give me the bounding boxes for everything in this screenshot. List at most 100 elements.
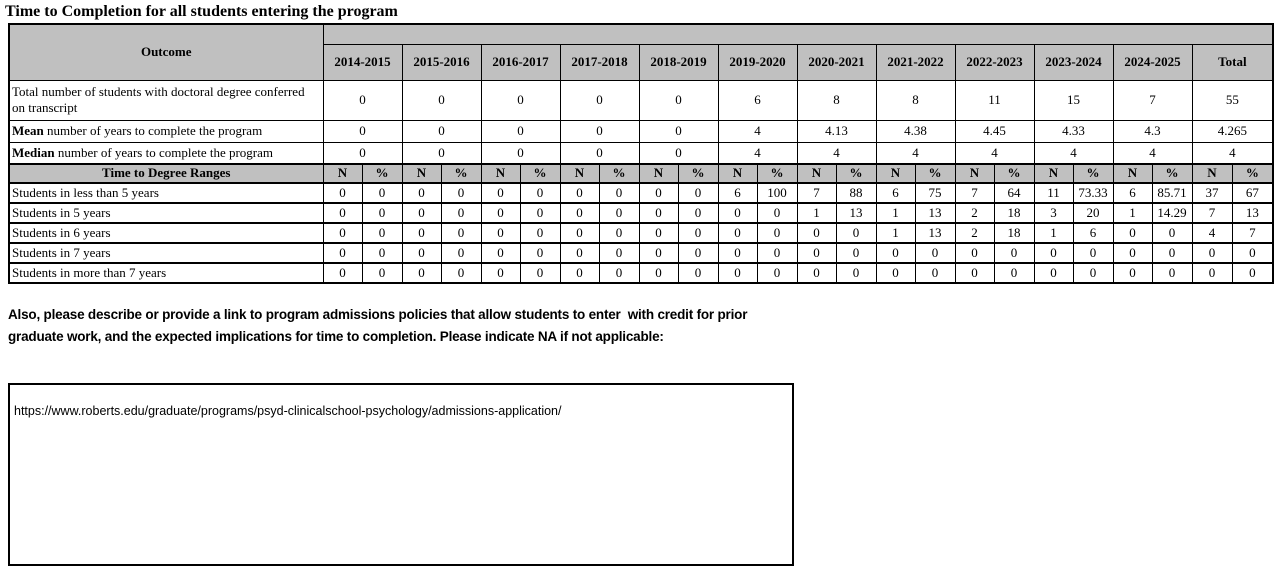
n-value-cell: 0	[717, 262, 758, 284]
summary-value-cell: 0	[638, 79, 719, 121]
range-row-label: Students in more than 7 years	[8, 262, 324, 284]
year-header: 2020-2021	[796, 43, 877, 81]
n-value-cell: 0	[1112, 262, 1153, 284]
header-strip-cell	[322, 23, 1274, 45]
pct-value-cell: 13	[914, 202, 956, 224]
pct-column-header: %	[1231, 163, 1274, 184]
n-column-header: N	[480, 163, 521, 184]
n-value-cell: 0	[1191, 242, 1233, 264]
pct-column-header: %	[598, 163, 640, 184]
summary-value-cell: 4	[796, 141, 877, 165]
range-row-label: Students in less than 5 years	[8, 182, 324, 204]
n-value-cell: 0	[875, 242, 916, 264]
pct-value-cell: 0	[677, 202, 719, 224]
summary-value-cell: 0	[480, 79, 561, 121]
pct-value-cell: 0	[1231, 242, 1274, 264]
year-header: 2019-2020	[717, 43, 798, 81]
pct-value-cell: 0	[440, 222, 482, 244]
pct-value-cell: 0	[361, 182, 403, 204]
n-value-cell: 0	[322, 222, 363, 244]
pct-value-cell: 85.71	[1151, 182, 1193, 204]
n-value-cell: 6	[1112, 182, 1153, 204]
n-value-cell: 0	[717, 202, 758, 224]
summary-value-cell: 8	[875, 79, 956, 121]
n-value-cell: 0	[1112, 222, 1153, 244]
pct-value-cell: 0	[677, 182, 719, 204]
header-strip-row: Outcome	[8, 23, 1274, 81]
year-header: 2017-2018	[559, 43, 640, 81]
pct-value-cell: 73.33	[1072, 182, 1114, 204]
summary-row: Mean number of years to complete the pro…	[8, 119, 1274, 143]
pct-column-header: %	[914, 163, 956, 184]
n-value-cell: 0	[717, 222, 758, 244]
pct-value-cell: 0	[677, 242, 719, 264]
summary-value-cell: 0	[480, 141, 561, 165]
pct-value-cell: 0	[1151, 262, 1193, 284]
range-row-label: Students in 7 years	[8, 242, 324, 264]
pct-value-cell: 0	[914, 242, 956, 264]
pct-value-cell: 0	[519, 262, 561, 284]
summary-value-cell: 4	[717, 119, 798, 143]
n-value-cell: 0	[796, 222, 837, 244]
pct-value-cell: 0	[440, 262, 482, 284]
pct-column-header: %	[440, 163, 482, 184]
summary-value-cell: 15	[1033, 79, 1114, 121]
pct-value-cell: 18	[993, 202, 1035, 224]
summary-value-cell: 4.265	[1191, 119, 1274, 143]
pct-value-cell: 0	[598, 262, 640, 284]
pct-value-cell: 0	[1151, 242, 1193, 264]
n-column-header: N	[1191, 163, 1233, 184]
summary-value-cell: 4.13	[796, 119, 877, 143]
summary-value-cell: 4	[1033, 141, 1114, 165]
year-header: 2016-2017	[480, 43, 561, 81]
pct-value-cell: 0	[361, 202, 403, 224]
pct-value-cell: 0	[993, 262, 1035, 284]
pct-value-cell: 0	[756, 262, 798, 284]
pct-value-cell: 0	[361, 222, 403, 244]
n-value-cell: 0	[480, 242, 521, 264]
table-body: Total number of students with doctoral d…	[8, 79, 1274, 284]
summary-value-cell: 0	[322, 79, 403, 121]
summary-value-cell: 4.33	[1033, 119, 1114, 143]
summary-value-cell: 0	[638, 119, 719, 143]
summary-value-cell: 0	[401, 119, 482, 143]
admissions-link-box[interactable]: https://www.roberts.edu/graduate/program…	[8, 383, 794, 566]
pct-value-cell: 0	[519, 222, 561, 244]
table-head: Outcome 2014-2015 2015-2016 2016-2017 2017-2…	[8, 23, 1274, 81]
pct-value-cell: 13	[1231, 202, 1274, 224]
range-row: Students in 5 years 0 0 0 0 0 0 0 0 0 0 0 0 1 13 1 13 2 18…	[8, 202, 1274, 224]
summary-value-cell: 0	[322, 141, 403, 165]
pct-value-cell: 20	[1072, 202, 1114, 224]
range-row: Students in more than 7 years 0 0 0 0 0 0 0 0 0 0 0…	[8, 262, 1274, 284]
n-value-cell: 0	[954, 262, 995, 284]
n-value-cell: 2	[954, 222, 995, 244]
ranges-header-label: Time to Degree Ranges	[8, 163, 324, 184]
pct-value-cell: 0	[835, 222, 877, 244]
summary-value-cell: 0	[480, 119, 561, 143]
n-value-cell: 0	[322, 242, 363, 264]
pct-value-cell: 0	[677, 262, 719, 284]
summary-value-cell: 55	[1191, 79, 1274, 121]
n-value-cell: 0	[638, 202, 679, 224]
n-value-cell: 0	[322, 182, 363, 204]
summary-value-cell: 4	[1112, 141, 1193, 165]
summary-value-cell: 7	[1112, 79, 1193, 121]
pct-column-header: %	[361, 163, 403, 184]
pct-value-cell: 0	[1231, 262, 1274, 284]
n-value-cell: 3	[1033, 202, 1074, 224]
year-header: Total	[1191, 43, 1274, 81]
n-value-cell: 0	[717, 242, 758, 264]
summary-row: Median number of years to complete the p…	[8, 141, 1274, 165]
summary-value-cell: 0	[401, 141, 482, 165]
pct-value-cell: 0	[440, 242, 482, 264]
n-value-cell: 1	[1112, 202, 1153, 224]
n-value-cell: 11	[1033, 182, 1074, 204]
n-value-cell: 0	[1033, 242, 1074, 264]
pct-value-cell: 0	[361, 242, 403, 264]
summary-value-cell: 0	[401, 79, 482, 121]
n-column-header: N	[717, 163, 758, 184]
n-column-header: N	[796, 163, 837, 184]
n-value-cell: 2	[954, 202, 995, 224]
n-value-cell: 0	[559, 262, 600, 284]
pct-column-header: %	[993, 163, 1035, 184]
